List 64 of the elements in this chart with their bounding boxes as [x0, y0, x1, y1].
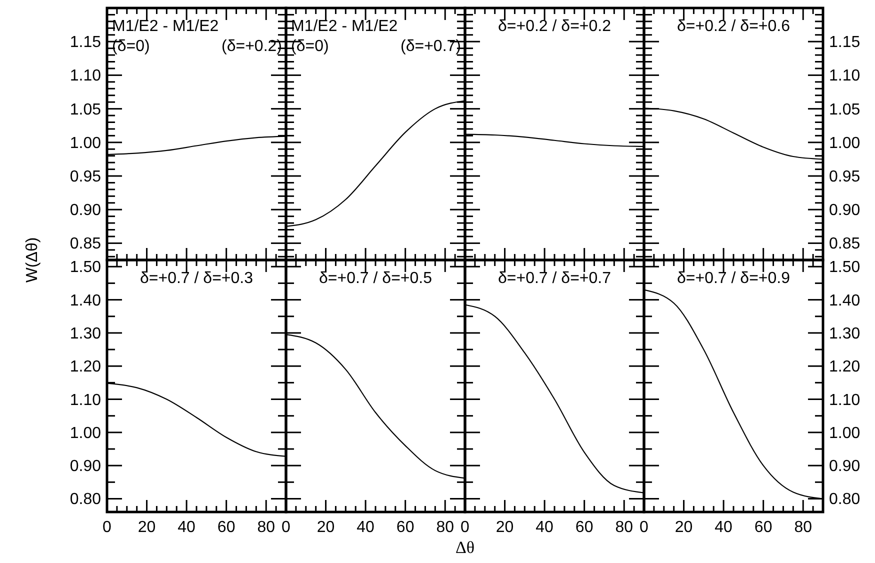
- x-tick-label: 60: [217, 519, 236, 536]
- y-tick-label: 0.80: [70, 491, 102, 508]
- y-tick-label: 1.15: [70, 34, 102, 52]
- y-tick-label: 0.85: [70, 236, 102, 253]
- y-tick-label: 1.10: [829, 68, 860, 85]
- text: δ=+0.7 / δ=+0.5: [318, 270, 432, 287]
- x-tick-label: 60: [396, 519, 414, 536]
- y-tick-label: 1.50: [70, 259, 102, 276]
- x-tick-label: 0: [102, 519, 112, 536]
- annotation: (δ=0): [291, 38, 329, 55]
- y-tick-label: 1.15: [829, 34, 860, 52]
- y-tick-label: 1.20: [829, 358, 860, 376]
- x-tick-label: 40: [714, 519, 733, 536]
- y-tick-label: 0.90: [829, 202, 860, 220]
- y-tick-label: 1.05: [829, 101, 860, 118]
- x-tick-label: 40: [536, 519, 554, 536]
- text: δ=+0.2 / δ=+0.6: [676, 18, 790, 35]
- x-tick-label: 0: [640, 519, 649, 536]
- y-tick-label: 1.30: [829, 325, 860, 342]
- text: δ=+0.7 / δ=+0.7: [498, 270, 612, 287]
- y-tick-label: 1.10: [70, 68, 102, 85]
- annotation: (δ=+0.7): [400, 38, 461, 55]
- y-tick-label: 1.40: [829, 292, 860, 310]
- y-tick-label: 0.85: [829, 236, 860, 253]
- y-tick-label: 1.20: [70, 358, 102, 376]
- y-tick-label: 1.00: [829, 134, 860, 152]
- x-tick-label: 80: [257, 519, 276, 536]
- annotation: (δ=+0.2): [222, 38, 282, 55]
- x-tick-label: 80: [436, 519, 454, 536]
- x-tick-label: 20: [496, 519, 514, 536]
- x-tick-label: 0: [460, 519, 470, 536]
- y-tick-label: 0.95: [70, 168, 102, 186]
- y-tick-label: 1.30: [70, 325, 102, 342]
- y-tick-label: 1.10: [829, 392, 860, 409]
- y-tick-label: 1.40: [70, 292, 102, 310]
- x-tick-label: 80: [794, 519, 812, 536]
- y-tick-label: 1.00: [70, 134, 102, 152]
- annotation: (δ=0): [112, 38, 150, 55]
- x-tick-label: 20: [138, 519, 156, 536]
- x-tick-label: 20: [316, 519, 335, 536]
- text: M1/E2 - M1/E2: [291, 18, 398, 35]
- y-tick-label: 0.90: [70, 202, 102, 220]
- y-tick-label: 1.00: [829, 424, 860, 442]
- y-tick-label: 1.10: [70, 392, 102, 409]
- text: δ=+0.7 / δ=+0.9: [676, 270, 790, 287]
- y-tick-label: 1.05: [70, 101, 102, 118]
- y-tick-label: 1.50: [829, 259, 860, 276]
- x-tick-label: 20: [674, 519, 693, 536]
- text: δ=+0.2 / δ=+0.2: [498, 18, 612, 35]
- x-tick-label: 40: [178, 519, 196, 536]
- text: M1/E2 - M1/E2: [112, 18, 219, 35]
- x-axis-title: Δθ: [455, 538, 475, 557]
- y-tick-label: 0.80: [829, 491, 860, 508]
- y-tick-label: 0.95: [829, 168, 860, 186]
- x-tick-label: 40: [356, 519, 375, 536]
- x-tick-label: 60: [754, 519, 772, 536]
- x-tick-label: 80: [615, 519, 634, 536]
- y-tick-label: 0.90: [70, 458, 102, 476]
- x-tick-label: 60: [575, 519, 594, 536]
- y-tick-label: 0.90: [829, 458, 860, 476]
- y-tick-label: 1.00: [70, 424, 102, 442]
- x-tick-label: 0: [282, 519, 291, 536]
- text: δ=+0.7 / δ=+0.3: [140, 270, 254, 287]
- y-axis-title: W(Δθ): [24, 237, 41, 283]
